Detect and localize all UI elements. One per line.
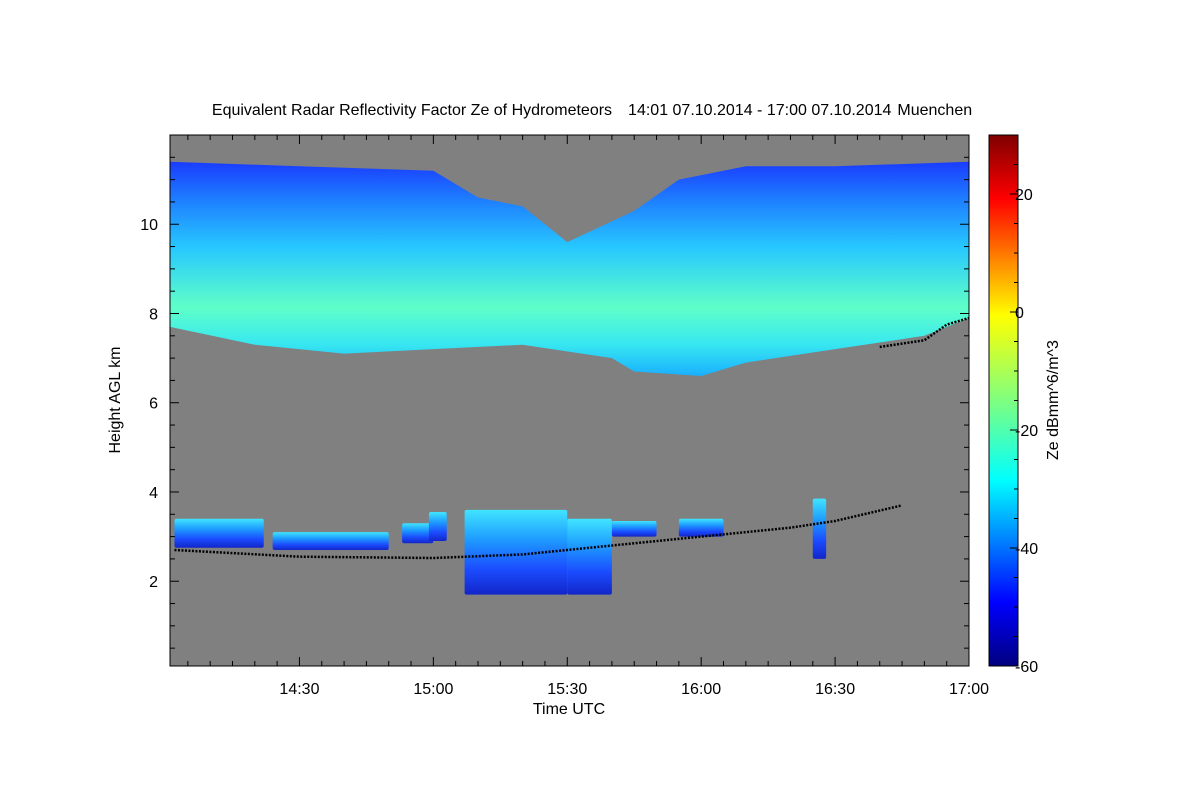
region-lower-block [678,518,724,537]
region-lower-block [611,520,657,537]
colorbar-tick-label: -40 [1015,541,1038,558]
colorbar-ticks: -60 -40 -20 0 20 [1010,164,1038,676]
region-lower-block [464,509,568,595]
colorbar-tick-label: 20 [1015,187,1033,204]
heatmap-regions [170,161,969,595]
region-lower-block [402,523,434,544]
upper-cloud-base-line [879,316,969,349]
region-lower-block [174,518,264,548]
x-axis: 14:30 15:00 15:30 16:00 16:30 17:00 [187,135,989,698]
region-lower-block [272,532,389,550]
region-lower-block [428,512,447,542]
x-tick-label: 15:30 [547,681,587,698]
x-tick-label: 15:00 [413,681,453,698]
x-tick-label: 16:00 [681,681,721,698]
x-axis-label: Time UTC [533,701,605,718]
y-tick-label: 10 [140,217,158,234]
region-lower-block [812,498,827,559]
y-tick-label: 8 [149,306,158,323]
x-tick-label: 17:00 [949,681,989,698]
plot-area [169,134,970,667]
x-tick-label: 14:30 [279,681,319,698]
x-tick-label: 16:30 [815,681,855,698]
chart-title: Equivalent Radar Reflectivity Factor Ze … [212,102,972,119]
y-tick-label: 4 [149,485,158,502]
y-tick-label: 2 [149,574,158,591]
colorbar-tick-label: -20 [1015,423,1038,440]
colorbar-tick-label: 0 [1015,305,1024,322]
colorbar-label: Ze dBmm^6/m^3 [1045,340,1062,460]
y-axis: 2 4 6 8 10 [140,156,969,649]
y-tick-label: 6 [149,396,158,413]
lower-cloud-base-line [174,504,903,560]
colorbar: -60 -40 -20 0 20 Ze dBmm^6/m^3 [988,134,1062,676]
region-lower-block [567,518,612,595]
colorbar-tick-label: -60 [1015,659,1038,676]
y-axis-label: Height AGL km [107,346,124,453]
colorbar-scale [988,134,1019,667]
cloud-base-markers [174,316,969,560]
plot-frame [169,134,970,667]
region-upper-cirrus [170,161,969,376]
